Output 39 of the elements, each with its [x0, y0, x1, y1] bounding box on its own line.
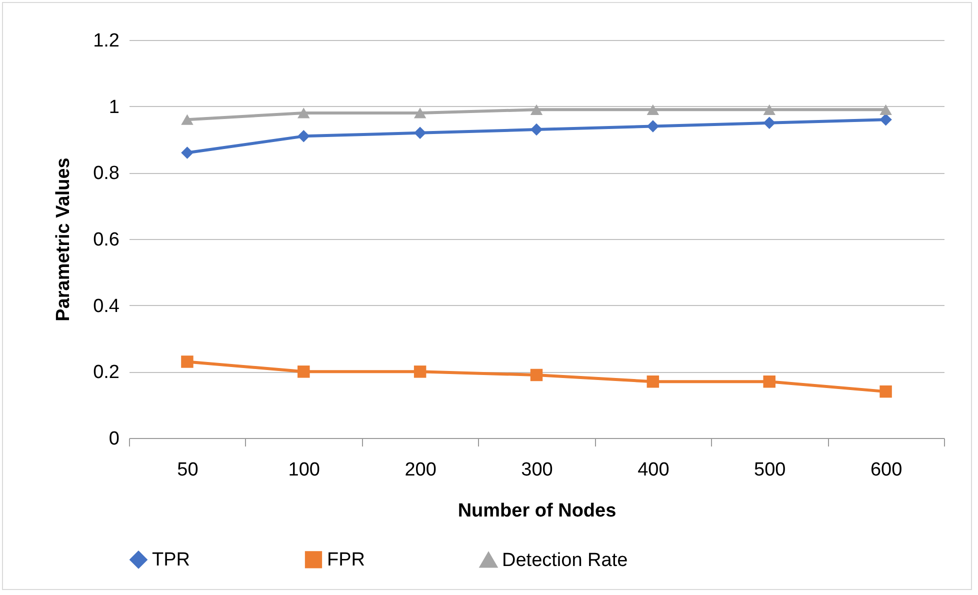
y-tick-label: 0.8	[93, 163, 120, 184]
point	[880, 385, 892, 398]
y-tick-label: 1	[108, 96, 120, 118]
y-axis-title: Parametric Values	[53, 158, 74, 322]
y-tick-label: 0.2	[93, 362, 120, 384]
point	[181, 114, 194, 125]
point	[763, 104, 776, 115]
x-tick-label: 400	[638, 460, 670, 480]
point	[646, 120, 660, 132]
point	[763, 116, 776, 130]
point	[646, 104, 660, 115]
point	[763, 375, 776, 388]
x-tick-label: 500	[754, 460, 786, 480]
point	[530, 368, 543, 382]
point	[414, 366, 426, 378]
point	[298, 108, 310, 118]
x-axis-title: Number of Nodes	[458, 500, 616, 522]
x-tick-label: 50	[177, 460, 198, 480]
point	[181, 146, 194, 159]
y-tick-label: 0	[108, 428, 120, 450]
point	[414, 126, 426, 139]
point	[298, 130, 310, 142]
x-tick-label: 200	[404, 460, 436, 480]
point	[880, 104, 892, 115]
legend-label: FPR	[327, 550, 365, 571]
point	[646, 375, 660, 388]
legend-label: TPR	[152, 550, 190, 571]
legend-label: Detection Rate	[502, 550, 628, 572]
y-tick-label: 0.6	[93, 230, 120, 250]
x-tick-label: 600	[870, 460, 902, 480]
point	[181, 356, 194, 368]
x-tick-label: 100	[288, 460, 320, 480]
x-tick-label: 300	[521, 460, 553, 480]
point	[414, 108, 426, 118]
y-tick-label: 1.2	[93, 30, 120, 52]
point	[298, 366, 310, 378]
y-tick-label: 0.4	[93, 296, 120, 317]
point	[530, 123, 543, 136]
point	[530, 104, 543, 115]
